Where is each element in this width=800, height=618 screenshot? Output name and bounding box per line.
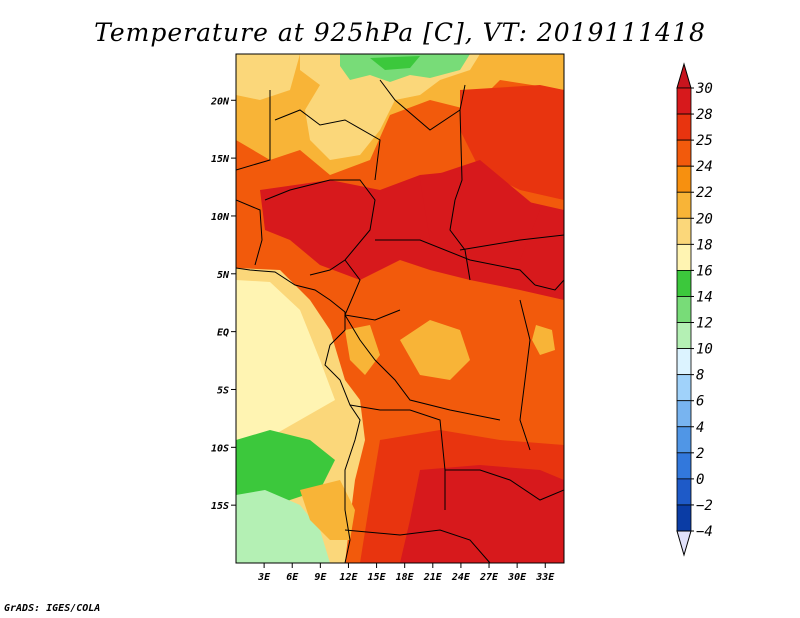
field-north-green-dark bbox=[370, 56, 420, 70]
lon-tick-label: 15E bbox=[368, 572, 387, 583]
lat-tick-label: 10N bbox=[211, 212, 230, 223]
border-westafrica bbox=[236, 199, 263, 266]
border-libya-chad bbox=[454, 109, 463, 201]
border-drc-east bbox=[519, 299, 531, 451]
temperature-field bbox=[236, 54, 564, 563]
colorbar-label: −4 bbox=[696, 524, 713, 540]
colorbar-swatch bbox=[676, 426, 692, 454]
field-congo-light bbox=[400, 320, 470, 380]
field-east-hot bbox=[420, 160, 540, 265]
lon-tick-label: 18E bbox=[396, 572, 415, 583]
field-congo-spot bbox=[345, 325, 380, 375]
border-ethiopia bbox=[534, 279, 564, 291]
lon-tick-label: 12E bbox=[339, 572, 358, 583]
field-lake bbox=[532, 325, 555, 355]
field-north-yellow bbox=[300, 54, 480, 160]
colorbar-top-arrow bbox=[676, 62, 692, 89]
lat-tick-label: 20N bbox=[210, 96, 230, 107]
colorbar-swatch bbox=[676, 139, 692, 167]
field-south-hotter bbox=[400, 465, 564, 563]
field-nw-yellow bbox=[236, 54, 300, 100]
colorbar-swatch bbox=[676, 348, 692, 376]
colorbar-bottom-arrow bbox=[676, 530, 692, 557]
colorbar-label: 2 bbox=[696, 446, 704, 462]
colorbar-swatch bbox=[676, 452, 692, 480]
border-nw bbox=[236, 90, 271, 171]
border-angola bbox=[349, 404, 446, 510]
field-atlantic-pale bbox=[236, 280, 335, 440]
lat-tick-label: 15N bbox=[211, 154, 230, 165]
lon-tick-label: 33E bbox=[535, 572, 555, 583]
colorbar-label: −2 bbox=[696, 498, 713, 514]
border-sudan-southsudan bbox=[459, 234, 564, 251]
lon-tick-label: 9E bbox=[314, 572, 327, 583]
map-title: Temperature at 925hPa [C], VT: 201911141… bbox=[94, 18, 706, 47]
colorbar-swatch bbox=[676, 270, 692, 297]
colorbar-label: 0 bbox=[696, 472, 704, 488]
colorbar-swatch bbox=[676, 478, 692, 506]
coastline-west bbox=[236, 267, 361, 563]
country-borders bbox=[236, 79, 564, 563]
colorbar-swatch bbox=[676, 191, 692, 219]
lat-tick-label: 5N bbox=[217, 270, 230, 281]
lat-tick-label: EQ bbox=[217, 328, 229, 339]
colorbar-label: 18 bbox=[696, 237, 713, 253]
border-algeria-niger bbox=[379, 79, 466, 131]
colorbar-swatch bbox=[676, 165, 692, 193]
longitude-axis: 3E 6E 9E 12E 15E 18E 21E 24E 27E 30E 33E bbox=[257, 563, 555, 583]
lon-tick-label: 3E bbox=[257, 572, 271, 583]
field-atlantic-lightgreen bbox=[236, 490, 330, 563]
map-frame bbox=[235, 53, 565, 564]
colorbar-swatch bbox=[676, 217, 692, 245]
border-chad-sudan bbox=[449, 199, 471, 281]
colorbar-label: 12 bbox=[696, 316, 713, 332]
lon-tick-label: 30E bbox=[507, 572, 527, 583]
colorbar-label: 28 bbox=[696, 107, 713, 123]
lon-tick-label: 21E bbox=[423, 572, 443, 583]
colorbar-swatch bbox=[676, 400, 692, 428]
colorbar-label: 10 bbox=[696, 342, 713, 358]
colorbar-swatch bbox=[676, 113, 692, 141]
colorbar-swatch bbox=[676, 322, 692, 349]
border-congo bbox=[344, 314, 501, 421]
border-nigeria bbox=[264, 179, 376, 276]
border-mali-niger bbox=[274, 109, 381, 181]
field-sw-orange bbox=[300, 480, 355, 540]
latitude-axis: 20N 15N 10N 5N EQ 5S 10S 15S bbox=[210, 96, 236, 512]
lon-tick-label: 6E bbox=[286, 572, 299, 583]
lon-tick-label: 27E bbox=[479, 572, 499, 583]
colorbar-swatch bbox=[676, 296, 692, 323]
colorbar-label: 4 bbox=[696, 420, 704, 436]
lat-tick-label: 5S bbox=[217, 385, 229, 396]
grads-credit: GrADS: IGES/COLA bbox=[4, 603, 101, 614]
colorbar-swatch bbox=[676, 243, 692, 271]
colorbar-label: 20 bbox=[696, 211, 713, 227]
colorbar-label: 22 bbox=[696, 185, 713, 201]
colorbar-label: 24 bbox=[696, 159, 713, 175]
border-namibia bbox=[344, 529, 491, 563]
border-zambia bbox=[445, 469, 564, 501]
colorbar-label: 16 bbox=[696, 263, 713, 279]
colorbar-label: 30 bbox=[695, 81, 713, 97]
colorbar-swatch bbox=[676, 374, 692, 402]
border-car bbox=[375, 239, 536, 286]
lon-tick-label: 24E bbox=[451, 572, 471, 583]
colorbar-label: 14 bbox=[696, 289, 713, 305]
lat-tick-label: 10S bbox=[211, 443, 229, 454]
colorbar-swatch bbox=[676, 504, 692, 532]
colorbar-label: 6 bbox=[696, 394, 704, 410]
colorbar-label: 8 bbox=[696, 368, 704, 384]
lat-tick-label: 15S bbox=[211, 501, 229, 512]
colorbar-label: 25 bbox=[696, 133, 713, 149]
colorbar-swatch bbox=[676, 87, 692, 115]
